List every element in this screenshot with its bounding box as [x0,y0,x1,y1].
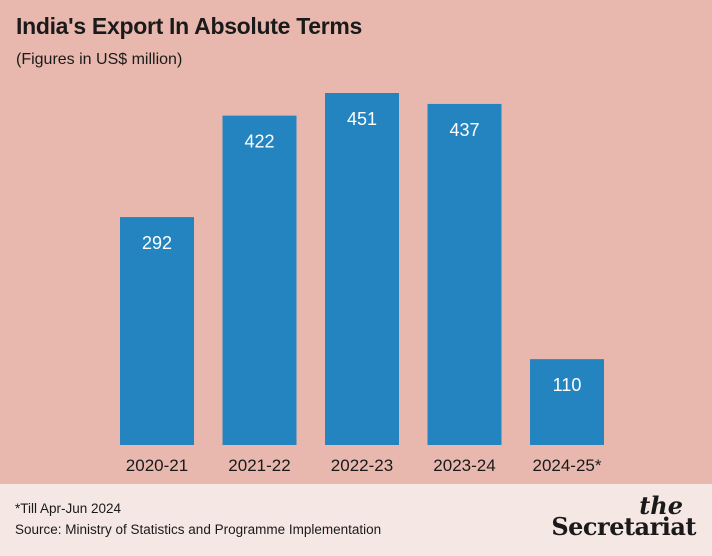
chart-title: India's Export In Absolute Terms [16,13,363,39]
footer: *Till Apr-Jun 2024 Source: Ministry of S… [0,484,712,556]
bar-2022-23 [325,93,399,445]
brand-logo-the: the [639,491,683,520]
bar-2023-24 [427,103,502,446]
value-label-2024-25*: 110 [553,375,582,395]
value-labels-group: 292 422 451 437 110 [142,109,581,395]
bars-group [120,93,604,446]
x-tick-label-2023-24: 2023-24 [433,456,495,475]
chart-subtitle: (Figures in US$ million) [16,51,183,68]
x-tick-labels-group: 2020-21 2021-22 2022-23 2023-24 2024-25* [126,456,602,475]
value-label-2022-23: 451 [347,109,377,129]
source-note: Source: Ministry of Statistics and Progr… [15,522,382,537]
bar-2020-21 [120,217,194,445]
footnote: *Till Apr-Jun 2024 [15,501,122,516]
value-label-2021-22: 422 [244,132,274,152]
bar-2021-22 [222,115,297,445]
x-tick-label-2022-23: 2022-23 [331,456,393,475]
x-tick-label-2021-22: 2021-22 [228,456,290,475]
bar-2024-25* [530,359,604,445]
x-tick-label-2020-21: 2020-21 [126,456,188,475]
x-tick-label-2024-25*: 2024-25* [532,456,601,475]
brand-logo-name: Secretariat [551,512,696,541]
value-label-2020-21: 292 [142,233,172,253]
value-label-2023-24: 437 [449,120,479,140]
